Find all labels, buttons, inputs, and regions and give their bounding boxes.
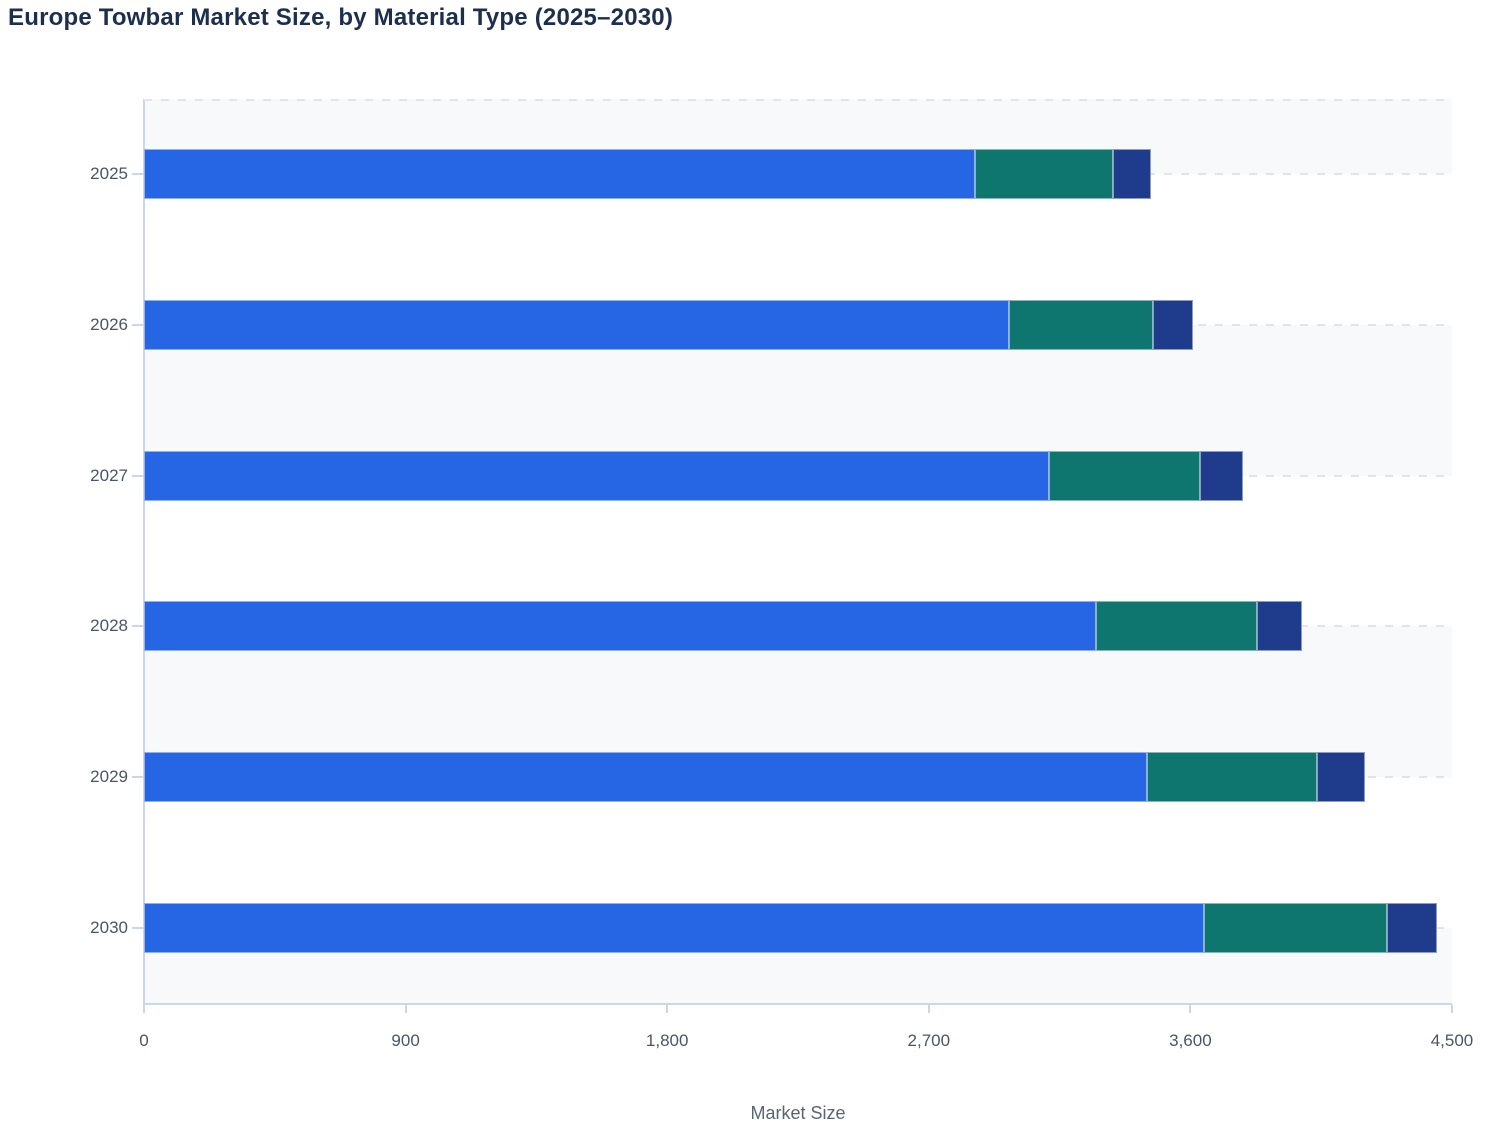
- y-axis-label: 2025: [90, 164, 128, 184]
- y-axis-tick: [132, 776, 143, 778]
- bar-2029-segment-navy[interactable]: [1316, 752, 1366, 802]
- x-axis-tick-label: 2,700: [907, 1031, 951, 1050]
- y-axis-label: 2029: [90, 767, 128, 786]
- x-axis-tick: [927, 1005, 930, 1013]
- bar-2027-segment-navy[interactable]: [1199, 450, 1243, 501]
- bar-2029[interactable]: [144, 752, 1366, 802]
- y-axis-tick: [132, 625, 143, 628]
- x-axis-tick: [404, 1005, 407, 1013]
- bar-2029-segment-blue[interactable]: [144, 752, 1148, 802]
- gridline-dashed: [144, 99, 1452, 101]
- bar-2028-segment-blue[interactable]: [144, 601, 1096, 652]
- bar-2030[interactable]: [144, 902, 1438, 953]
- bar-2025-segment-navy[interactable]: [1113, 149, 1152, 200]
- y-axis-tick: [132, 173, 143, 176]
- zebra-band: [144, 626, 1452, 777]
- bar-2030-segment-blue[interactable]: [144, 902, 1205, 953]
- y-axis-tick: [132, 474, 143, 477]
- bar-2030-segment-navy[interactable]: [1386, 902, 1438, 953]
- x-axis-tick-label: 0: [139, 1031, 149, 1050]
- bar-2026-segment-navy[interactable]: [1152, 300, 1194, 350]
- x-axis-tick: [1451, 1005, 1453, 1013]
- bar-2025-segment-blue[interactable]: [144, 149, 976, 200]
- bar-2029-segment-teal[interactable]: [1147, 752, 1317, 802]
- y-axis-label: 2027: [90, 465, 128, 485]
- x-axis-tick-label: 4,500: [1430, 1031, 1474, 1050]
- bar-2030-segment-teal[interactable]: [1204, 902, 1387, 953]
- y-axis-tick: [132, 926, 143, 929]
- bar-2026[interactable]: [144, 300, 1194, 350]
- y-axis-label: 2028: [90, 616, 128, 636]
- bar-2027-segment-blue[interactable]: [144, 450, 1050, 501]
- y-axis-label: 2030: [90, 917, 128, 937]
- x-axis-tick-label: 1,800: [645, 1031, 689, 1050]
- x-axis-line: [143, 1003, 1452, 1005]
- chart-title: Europe Towbar Market Size, by Material T…: [8, 4, 674, 31]
- bar-2026-segment-teal[interactable]: [1009, 300, 1153, 350]
- zebra-band: [144, 325, 1452, 476]
- bar-2028-segment-navy[interactable]: [1256, 601, 1302, 652]
- x-axis-tick-label: 900: [391, 1031, 420, 1050]
- plot-area: 2025 2026 2027 2028 2029 2030 0 900 1,800 2,700 3,…: [90, 99, 1473, 1050]
- bar-2028-segment-teal[interactable]: [1095, 601, 1257, 652]
- x-axis-title: Market Size: [750, 1103, 846, 1123]
- y-axis-tick: [132, 324, 143, 326]
- y-axis-line: [143, 99, 145, 1003]
- bar-2026-segment-blue[interactable]: [144, 300, 1010, 350]
- bar-2027-segment-teal[interactable]: [1049, 450, 1200, 501]
- bar-2028[interactable]: [144, 601, 1302, 652]
- x-axis-tick: [666, 1005, 669, 1013]
- bar-2025[interactable]: [144, 149, 1152, 200]
- x-axis-tick-label: 3,600: [1169, 1031, 1212, 1050]
- y-axis-label: 2026: [90, 315, 128, 334]
- bar-2025-segment-teal[interactable]: [975, 149, 1114, 200]
- x-axis-tick: [1189, 1005, 1192, 1013]
- bar-2027[interactable]: [144, 450, 1243, 501]
- x-axis-tick: [143, 1005, 145, 1013]
